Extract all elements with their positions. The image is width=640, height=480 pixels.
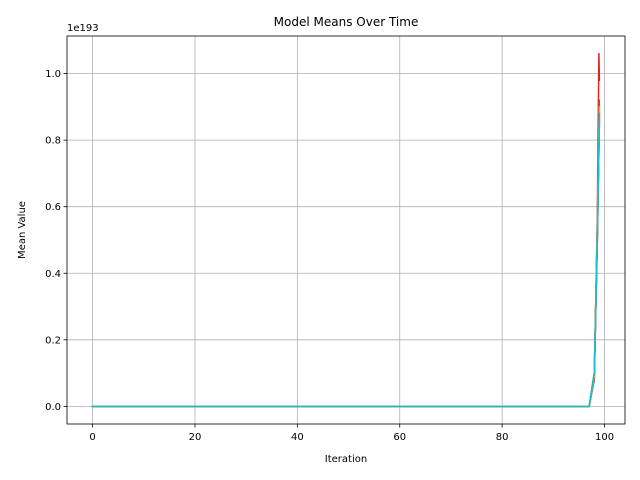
x-tick-label: 80 xyxy=(496,432,509,443)
y-axis-label: Mean Value xyxy=(17,201,28,259)
x-axis-label: Iteration xyxy=(325,454,367,465)
y-tick-label: 0.2 xyxy=(45,335,61,346)
plot-frame xyxy=(66,35,626,425)
chart-title: Model Means Over Time xyxy=(274,15,419,29)
y-tick-label: 0.0 xyxy=(45,402,61,413)
y-tick-label: 1.0 xyxy=(45,69,61,80)
y-tick-label: 0.6 xyxy=(45,202,61,213)
series-line-10 xyxy=(91,112,601,408)
series-lines xyxy=(91,52,601,408)
y-axis-offset-label: 1e193 xyxy=(67,23,99,34)
y-tick-label: 0.4 xyxy=(45,269,61,280)
x-tick-label: 0 xyxy=(89,432,95,443)
x-tick-label: 20 xyxy=(189,432,202,443)
y-tick-label: 0.8 xyxy=(45,136,61,147)
y-axis-ticks: 0.0 0.2 0.4 0.6 0.8 1.0 xyxy=(45,69,67,413)
x-tick-label: 60 xyxy=(393,432,406,443)
x-tick-label: 100 xyxy=(595,432,614,443)
x-tick-label: 40 xyxy=(291,432,304,443)
x-axis-ticks: 0 20 40 60 80 100 xyxy=(89,424,614,443)
